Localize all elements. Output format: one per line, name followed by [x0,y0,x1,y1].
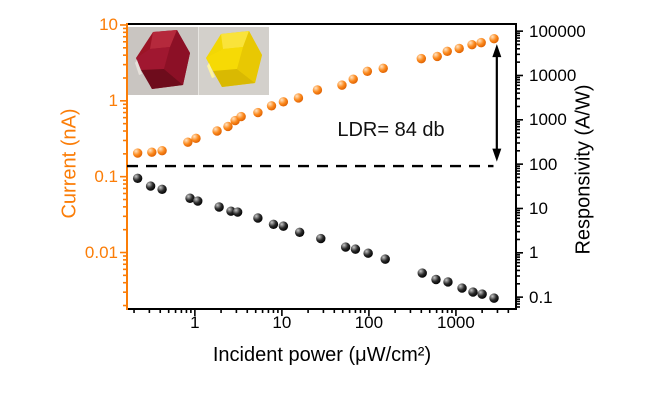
yellow-crystal-photo [199,27,269,95]
data-point-responsivity [340,242,351,252]
y-left-tick-label: 0.01 [84,243,118,262]
data-point-photocurrent [147,147,157,157]
x-tick-label: 100 [354,313,384,332]
data-point-responsivity [457,283,467,293]
y-right-tick-label: 10000 [529,65,577,85]
ldr-range-arrow [492,44,502,162]
y-left-tick-label: 0.1 [94,167,118,187]
red-crystal-highlight [135,60,142,75]
data-point-photocurrent [467,39,477,50]
yellow-crystal-facet-left [206,47,243,71]
red-crystal-drawing [135,30,190,89]
data-point-photocurrent [476,37,486,48]
red-crystal-photo [128,27,199,95]
data-point-photocurrent [337,80,347,90]
data-point-photocurrent [378,63,388,74]
data-point-photocurrent [132,148,143,158]
y-right-tick-label: 0.1 [529,287,553,307]
x-tick-label: 1 [190,313,200,332]
x-tick-label: 1000 [437,313,475,332]
x-tick-label: 10 [272,313,292,332]
data-point-responsivity [443,277,453,287]
yellow-crystal-drawing [206,31,262,87]
red-crystal-facet-top [150,30,177,49]
data-point-photocurrent [312,85,323,95]
data-point-photocurrent [416,53,427,64]
data-point-photocurrent [348,74,358,84]
data-point-photocurrent [266,101,277,111]
data-point-responsivity [489,293,499,303]
data-point-responsivity [350,244,361,254]
y-left-tick-label: 10 [99,15,118,35]
data-point-photocurrent [454,43,464,54]
data-point-photocurrent [362,66,373,77]
data-point-responsivity [316,233,326,244]
data-point-photocurrent [212,126,222,136]
data-point-responsivity [278,221,289,231]
y-left-tick-label: 1 [108,91,118,111]
data-point-responsivity [477,289,487,299]
data-point-responsivity [431,274,441,285]
red-crystal-facet-bottom [141,69,183,89]
data-point-photocurrent [236,111,246,122]
data-point-photocurrent [191,133,201,144]
data-point-photocurrent [157,145,167,156]
data-point-responsivity [185,193,195,203]
data-point-responsivity [363,248,373,258]
data-point-photocurrent [223,121,233,132]
data-point-responsivity [157,184,167,195]
data-point-photocurrent [489,33,499,44]
y-right-tick-label: 10 [529,198,548,218]
yellow-crystal-facet-bottom [213,69,255,87]
data-point-photocurrent [432,51,442,62]
y-right-tick-label: 100000 [529,21,586,41]
y-right-tick-label: 1000 [529,110,567,130]
data-point-responsivity [214,202,224,212]
data-point-responsivity [132,173,143,183]
data-point-responsivity [268,219,279,229]
data-point-responsivity [232,207,243,217]
data-point-responsivity [417,268,427,278]
data-point-photocurrent [442,46,452,56]
data-point-responsivity [253,213,263,223]
data-point-responsivity [380,254,390,264]
yellow-crystal-highlight [207,63,215,78]
data-point-photocurrent [253,107,263,118]
data-point-photocurrent [278,97,289,107]
x-axis-title: Incident power (μW/cm²) [212,344,432,366]
data-point-photocurrent [183,137,193,147]
y-right-tick-label: 100 [529,154,558,174]
yellow-crystal-facet-right [237,31,262,83]
yellow-crystal-facet-top [221,31,249,49]
data-point-responsivity [193,196,203,206]
ldr-annotation: LDR= 84 db [337,119,445,141]
data-point-responsivity [145,181,156,191]
data-point-photocurrent [293,93,304,103]
y-right-tick-label: 1 [529,243,539,263]
data-point-responsivity [294,227,305,238]
red-crystal-facet-left [136,47,170,70]
crystal-photos-inset [128,27,269,95]
data-point-responsivity [468,287,478,297]
red-crystal-facet-right [164,30,190,85]
